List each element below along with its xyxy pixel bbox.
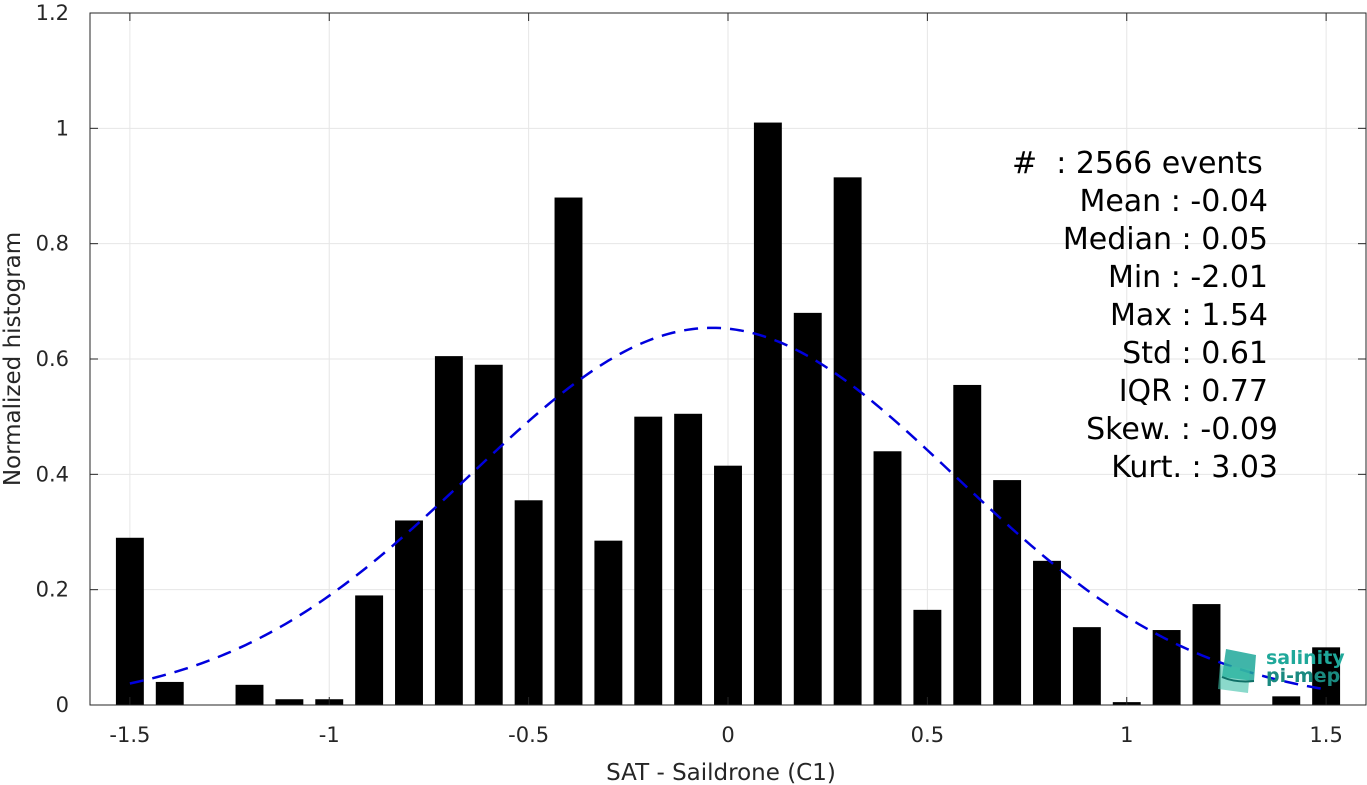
stat-events: # : 2566 events <box>1012 146 1263 181</box>
histogram-bar <box>1072 627 1101 705</box>
stat-max: Max : 1.54 <box>1110 298 1268 333</box>
histogram-bar <box>953 384 982 705</box>
y-tick-label: 1 <box>56 116 69 140</box>
x-tick-labels: -1.5 -1 -0.5 0 0.5 1 1.5 <box>109 723 1342 747</box>
histogram-bar <box>395 520 423 705</box>
x-tick-label: 1.5 <box>1309 723 1342 747</box>
x-tick-label: 1 <box>1120 723 1133 747</box>
x-tick-label: -1.5 <box>109 723 150 747</box>
histogram-bar <box>1152 630 1181 705</box>
histogram-bar <box>155 681 184 705</box>
logo-line-salinity: salinity <box>1266 647 1345 669</box>
histogram-bar <box>1272 696 1301 705</box>
histogram-bar <box>993 480 1022 705</box>
y-tick-label: 0.2 <box>36 578 69 602</box>
histogram-bar <box>474 364 503 705</box>
histogram-bar <box>594 540 623 705</box>
histogram-bar <box>434 356 463 705</box>
histogram-bar <box>355 595 384 705</box>
stat-kurt: Kurt. : 3.03 <box>1111 450 1278 485</box>
histogram-bar <box>275 699 304 705</box>
histogram-bar <box>674 413 703 705</box>
stat-median: Median : 0.05 <box>1062 222 1268 257</box>
x-axis-label: SAT - Saildrone (C1) <box>606 760 836 785</box>
x-tick-label: 0 <box>721 723 734 747</box>
y-tick-label: 1.2 <box>36 1 69 25</box>
y-tick-label: 0.4 <box>36 462 69 486</box>
bars-group <box>115 122 1341 706</box>
stat-min: Min : -2.01 <box>1107 260 1268 295</box>
logo-line-pimep: pi-mep <box>1266 665 1341 687</box>
stat-std: Std : 0.61 <box>1122 336 1268 371</box>
y-tick-labels: 0 0.2 0.4 0.6 0.8 1 1.2 <box>36 1 69 717</box>
histogram-bar <box>873 451 902 705</box>
histogram-bar <box>634 416 663 705</box>
histogram-bar <box>833 177 862 706</box>
x-tick-label: -1 <box>319 723 340 747</box>
stat-skew: Skew. : -0.09 <box>1086 412 1278 447</box>
logo-wave-icon <box>1218 649 1256 693</box>
histogram-bar <box>714 465 742 705</box>
stat-mean: Mean : -0.04 <box>1079 184 1268 219</box>
histogram-bar <box>1312 647 1341 705</box>
histogram-bar <box>1033 560 1061 705</box>
normal-fit-curve <box>129 326 1327 691</box>
stat-iqr: IQR : 0.77 <box>1118 374 1268 409</box>
y-tick-label: 0.8 <box>36 232 69 256</box>
histogram-bar <box>514 500 543 705</box>
axis-ticks <box>90 12 1366 706</box>
histogram-bar <box>913 609 942 705</box>
y-tick-label: 0.6 <box>36 347 69 371</box>
histogram-bar <box>554 197 583 706</box>
x-tick-label: 0.5 <box>911 723 944 747</box>
y-tick-label: 0 <box>56 693 69 717</box>
histogram-bar <box>235 684 264 705</box>
statistics-box: # : 2566 events Mean : -0.04 Median : 0.… <box>1000 145 1278 487</box>
histogram-bar <box>753 122 782 706</box>
salinity-pimep-logo: salinity pi-mep <box>1216 647 1346 697</box>
histogram-bar <box>793 312 822 705</box>
x-tick-label: -0.5 <box>508 723 549 747</box>
histogram-bar <box>115 537 144 705</box>
y-axis-label: Normalized histogram <box>0 232 26 486</box>
logo-text: salinity pi-mep <box>1266 647 1345 687</box>
